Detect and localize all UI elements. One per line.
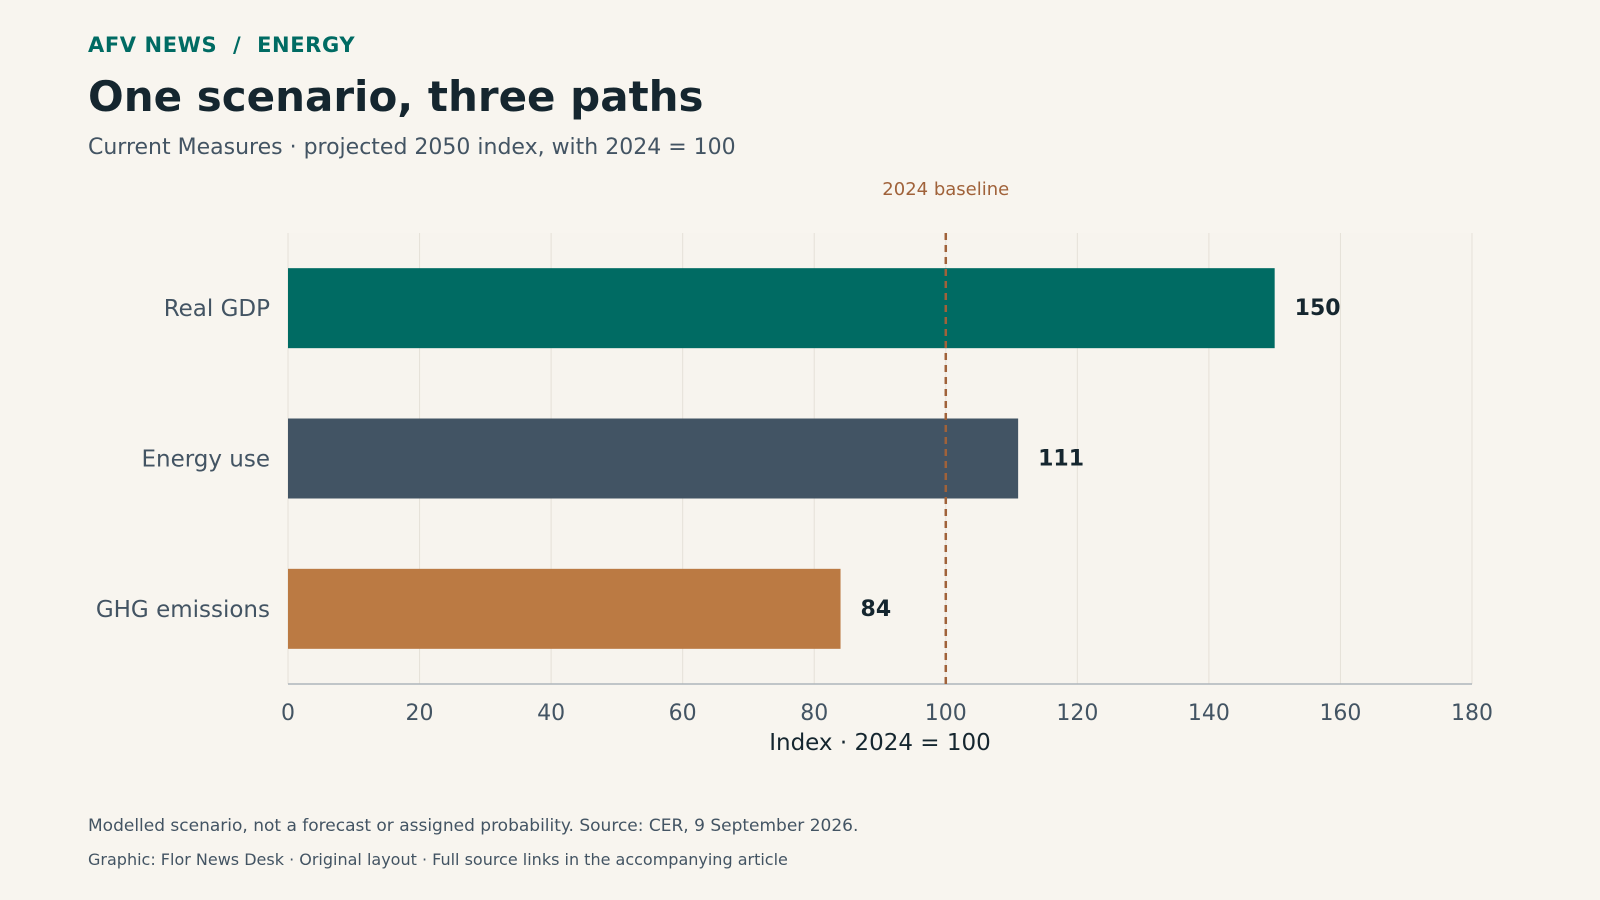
bar bbox=[288, 568, 841, 649]
kicker: AFV NEWS / ENERGY bbox=[88, 33, 355, 57]
x-tick-label: 0 bbox=[281, 701, 295, 726]
kicker-publication: AFV NEWS bbox=[88, 33, 218, 57]
x-tick-label: 40 bbox=[537, 701, 565, 726]
graphic-credit: Graphic: Flor News Desk · Original layou… bbox=[88, 850, 788, 869]
category-label: Real GDP bbox=[164, 296, 270, 322]
source-note: Modelled scenario, not a forecast or ass… bbox=[88, 816, 859, 836]
value-label: 84 bbox=[861, 597, 892, 622]
value-label: 111 bbox=[1038, 447, 1084, 472]
x-tick-label: 160 bbox=[1319, 701, 1361, 726]
x-tick-label: 20 bbox=[406, 701, 434, 726]
value-label: 150 bbox=[1295, 296, 1341, 321]
x-tick-label: 60 bbox=[669, 701, 697, 726]
chart-subtitle: Current Measures · projected 2050 index,… bbox=[88, 135, 736, 160]
x-tick-label: 140 bbox=[1188, 701, 1230, 726]
bar bbox=[288, 268, 1275, 349]
category-label: GHG emissions bbox=[96, 597, 270, 623]
x-axis-title: Index · 2024 = 100 bbox=[769, 730, 991, 756]
x-tick-label: 180 bbox=[1451, 701, 1493, 726]
kicker-section: ENERGY bbox=[257, 33, 356, 57]
x-tick-label: 80 bbox=[800, 701, 828, 726]
baseline-reference-label: 2024 baseline bbox=[882, 179, 1009, 200]
x-tick-label: 120 bbox=[1056, 701, 1098, 726]
bar-chart: 0 20 40 60 80 100 120 140 160 180 Real GDP 150 Energ… bbox=[96, 179, 1493, 756]
chart-title: One scenario, three paths bbox=[88, 72, 704, 121]
bar bbox=[288, 418, 1019, 499]
category-label: Energy use bbox=[141, 447, 270, 473]
x-tick-label: 100 bbox=[925, 701, 967, 726]
kicker-separator: / bbox=[233, 33, 242, 57]
